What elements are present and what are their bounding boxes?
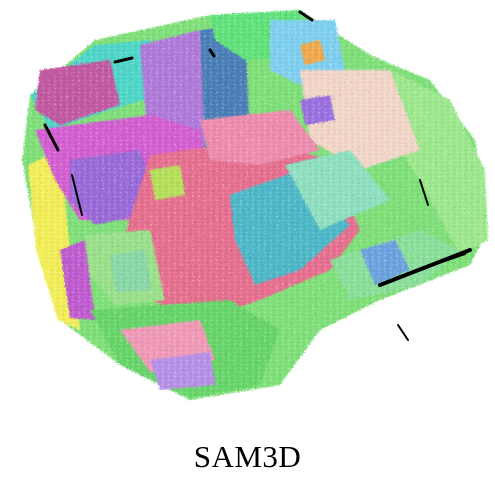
segmented-point-cloud-image (22, 10, 488, 400)
figure-caption: SAM3D (193, 439, 302, 474)
